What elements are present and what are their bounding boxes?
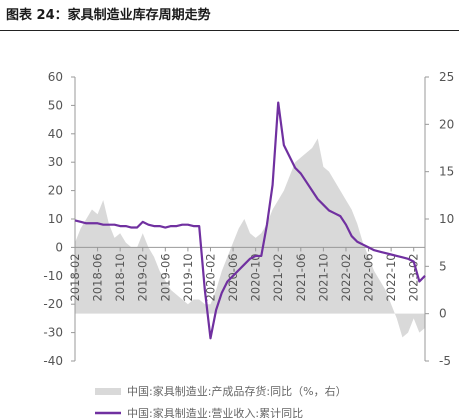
title-rule <box>0 30 459 31</box>
inventory-area-layer <box>75 138 425 338</box>
legend-line-label: 中国:家具制造业:营业收入:累计同比 <box>127 406 303 418</box>
left-tick-label: -40 <box>43 354 63 368</box>
left-tick-label: 30 <box>48 155 63 169</box>
left-tick-label: 60 <box>48 70 63 84</box>
x-tick-label: 2021-02 <box>271 253 285 301</box>
left-tick-label: -30 <box>43 326 63 340</box>
legend-area-swatch <box>95 388 121 395</box>
right-axis: 25 20 15 10 5 0 -5 <box>424 70 454 368</box>
revenue-line <box>74 101 426 340</box>
x-tick-label: 2021-06 <box>294 253 308 301</box>
x-tick-label: 2022-02 <box>339 253 353 301</box>
right-tick-label: 20 <box>439 117 454 131</box>
right-tick-label: 5 <box>439 259 447 273</box>
left-tick-label: -20 <box>43 297 63 311</box>
x-tick-label: 2018-10 <box>113 253 127 301</box>
legend-area-label: 中国:家具制造业:产成品存货:同比（%，右） <box>127 384 347 398</box>
left-tick-label: 40 <box>48 127 63 141</box>
right-tick-label: -5 <box>439 354 451 368</box>
left-tick-label: 10 <box>48 212 63 226</box>
revenue-line-layer <box>74 101 426 340</box>
x-tick-label: 2023-02 <box>407 253 421 301</box>
x-tick-label: 2018-06 <box>91 253 105 301</box>
inventory-area <box>75 138 425 338</box>
x-tick-label: 2018-02 <box>68 253 82 301</box>
left-axis: 60 50 40 30 20 10 0 -10 -20 -30 -40 <box>43 70 76 368</box>
x-tick-label: 2019-10 <box>181 253 195 301</box>
right-tick-label: 10 <box>439 212 454 226</box>
x-tick-label: 2019-02 <box>136 253 150 301</box>
right-tick-label: 25 <box>439 70 454 84</box>
x-tick-label: 2020-02 <box>203 253 217 301</box>
left-tick-label: -10 <box>43 269 63 283</box>
x-tick-label: 2019-06 <box>158 253 172 301</box>
x-tick-label: 2022-06 <box>362 253 376 301</box>
left-tick-label: 20 <box>48 184 63 198</box>
left-tick-label: 0 <box>55 240 63 254</box>
x-tick-label: 2020-06 <box>226 253 240 301</box>
left-tick-label: 50 <box>48 98 63 112</box>
right-tick-label: 15 <box>439 165 454 179</box>
x-tick-label: 2021-10 <box>316 253 330 301</box>
x-tick-label: 2022-10 <box>384 253 398 301</box>
right-tick-label: 0 <box>439 307 447 321</box>
x-tick-label: 2020-10 <box>249 253 263 301</box>
figure-title: 图表 24：家具制造业库存周期走势 <box>6 8 211 23</box>
legend: 中国:家具制造业:产成品存货:同比（%，右） 中国:家具制造业:营业收入:累计同… <box>95 384 347 418</box>
